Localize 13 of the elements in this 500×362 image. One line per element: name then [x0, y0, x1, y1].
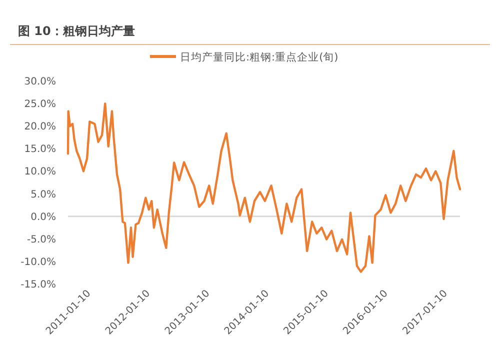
y-tick-label: 20.0% [24, 122, 56, 133]
y-tick-label: 0.0% [30, 212, 56, 223]
y-tick-label: -15.0% [20, 280, 56, 290]
y-tick-label: -5.0% [26, 234, 56, 246]
y-tick-label: 15.0% [24, 144, 56, 156]
y-tick-label: 10.0% [24, 166, 56, 178]
y-tick-label: -10.0% [20, 256, 56, 268]
line-series [66, 102, 462, 273]
y-tick-label: 25.0% [24, 99, 56, 110]
y-tick-label: 5.0% [30, 189, 56, 200]
chart-title: 图 10：粗钢日均产量 [18, 24, 135, 38]
y-tick-label: 30.0% [24, 76, 56, 88]
legend-label: 日均产量同比:粗钢:重点企业(旬) [180, 50, 338, 64]
